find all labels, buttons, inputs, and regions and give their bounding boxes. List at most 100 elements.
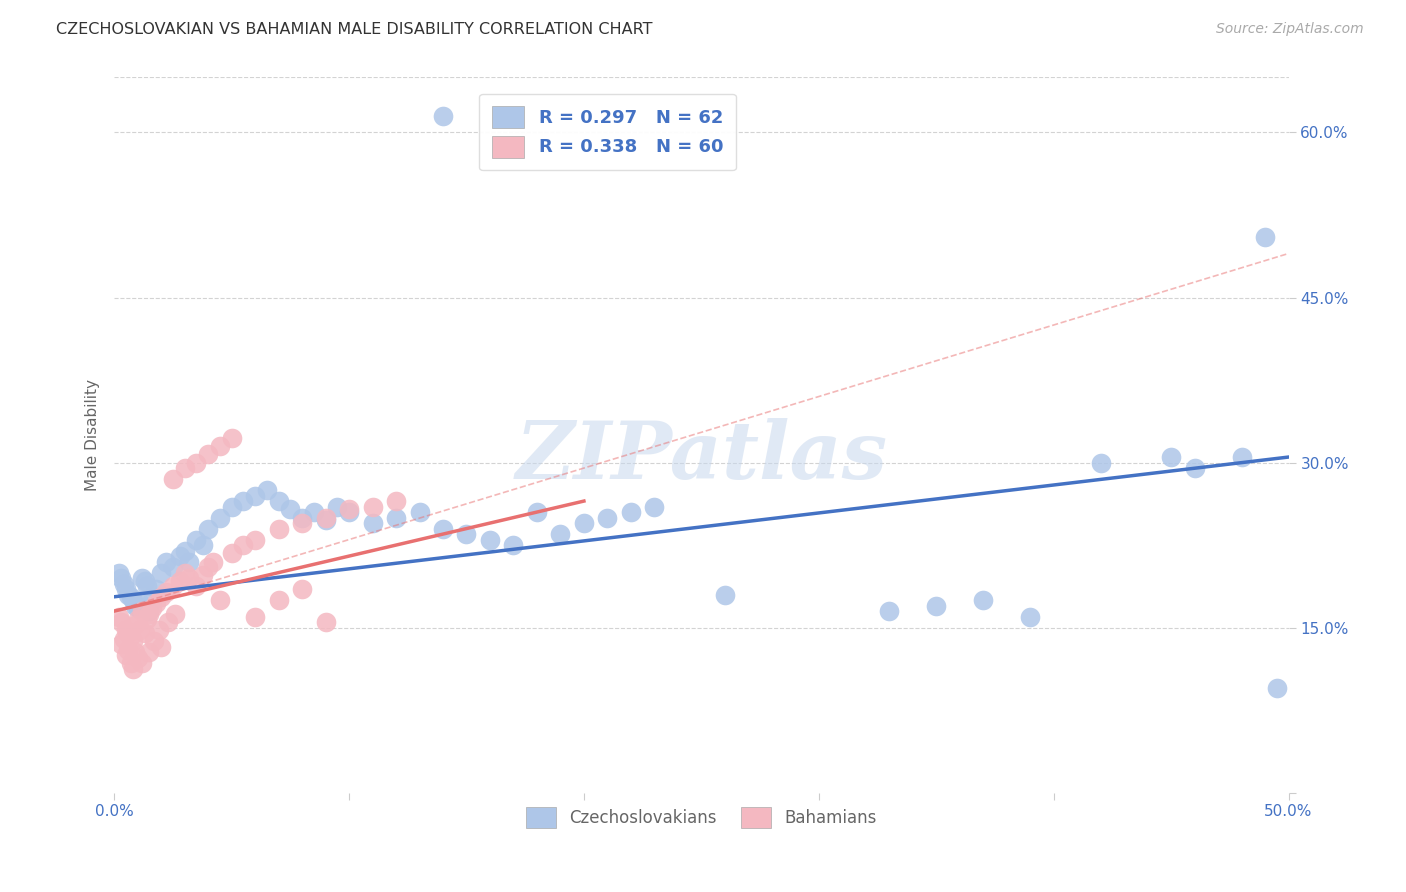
Point — [385, 494, 408, 508]
Point — [408, 505, 430, 519]
Point — [138, 645, 160, 659]
Point — [243, 609, 266, 624]
Point — [478, 533, 501, 547]
Point — [117, 588, 139, 602]
Point — [456, 527, 478, 541]
Point — [337, 501, 360, 516]
Text: CZECHOSLOVAKIAN VS BAHAMIAN MALE DISABILITY CORRELATION CHART: CZECHOSLOVAKIAN VS BAHAMIAN MALE DISABIL… — [56, 22, 652, 37]
Point — [193, 538, 215, 552]
Point — [145, 596, 167, 610]
Point — [197, 447, 219, 461]
Point — [1090, 456, 1112, 470]
Point — [291, 516, 314, 530]
Point — [129, 596, 152, 610]
Point — [432, 522, 454, 536]
Point — [267, 593, 290, 607]
Point — [150, 640, 173, 655]
Point — [150, 566, 173, 580]
Point — [131, 604, 153, 618]
Point — [141, 593, 163, 607]
Point — [138, 607, 160, 622]
Point — [315, 615, 337, 629]
Point — [134, 626, 156, 640]
Point — [124, 645, 146, 659]
Point — [179, 555, 201, 569]
Point — [117, 626, 139, 640]
Point — [112, 576, 135, 591]
Point — [267, 494, 290, 508]
Point — [326, 500, 349, 514]
Point — [526, 505, 548, 519]
Point — [173, 461, 195, 475]
Point — [141, 600, 163, 615]
Point — [108, 609, 131, 624]
Point — [124, 599, 146, 613]
Point — [221, 500, 243, 514]
Point — [145, 582, 167, 596]
Point — [134, 574, 156, 589]
Point — [1230, 450, 1253, 464]
Point — [1254, 230, 1277, 244]
Point — [179, 571, 201, 585]
Point — [162, 579, 184, 593]
Point — [108, 566, 131, 580]
Point — [120, 656, 142, 670]
Legend: Czechoslovakians, Bahamians: Czechoslovakians, Bahamians — [519, 801, 884, 834]
Point — [155, 585, 177, 599]
Point — [620, 505, 643, 519]
Point — [127, 600, 149, 615]
Point — [877, 604, 900, 618]
Point — [337, 505, 360, 519]
Text: Source: ZipAtlas.com: Source: ZipAtlas.com — [1216, 22, 1364, 37]
Point — [112, 632, 135, 646]
Point — [155, 555, 177, 569]
Point — [1184, 461, 1206, 475]
Point — [129, 623, 152, 637]
Point — [136, 612, 159, 626]
Point — [232, 538, 254, 552]
Point — [136, 579, 159, 593]
Point — [972, 593, 994, 607]
Point — [169, 549, 191, 563]
Point — [232, 494, 254, 508]
Point — [148, 623, 170, 637]
Point — [208, 593, 231, 607]
Point — [162, 472, 184, 486]
Point — [115, 648, 138, 662]
Point — [162, 560, 184, 574]
Point — [1265, 681, 1288, 695]
Point — [1160, 450, 1182, 464]
Point — [361, 516, 384, 530]
Point — [208, 510, 231, 524]
Point — [122, 662, 145, 676]
Point — [150, 590, 173, 604]
Point — [120, 629, 142, 643]
Point — [115, 623, 138, 637]
Point — [243, 533, 266, 547]
Point — [127, 612, 149, 626]
Point — [502, 538, 524, 552]
Point — [302, 505, 325, 519]
Point — [110, 571, 132, 585]
Point — [197, 560, 219, 574]
Point — [243, 489, 266, 503]
Point — [138, 604, 160, 618]
Point — [127, 651, 149, 665]
Point — [221, 431, 243, 445]
Text: ZIPatlas: ZIPatlas — [515, 417, 887, 495]
Point — [432, 109, 454, 123]
Point — [256, 483, 278, 497]
Point — [186, 533, 208, 547]
Point — [1019, 609, 1042, 624]
Point — [221, 546, 243, 560]
Point — [714, 588, 737, 602]
Point — [157, 615, 180, 629]
Point — [131, 656, 153, 670]
Point — [197, 522, 219, 536]
Point — [186, 456, 208, 470]
Point — [173, 566, 195, 580]
Point — [201, 555, 224, 569]
Point — [361, 500, 384, 514]
Point — [208, 439, 231, 453]
Point — [925, 599, 948, 613]
